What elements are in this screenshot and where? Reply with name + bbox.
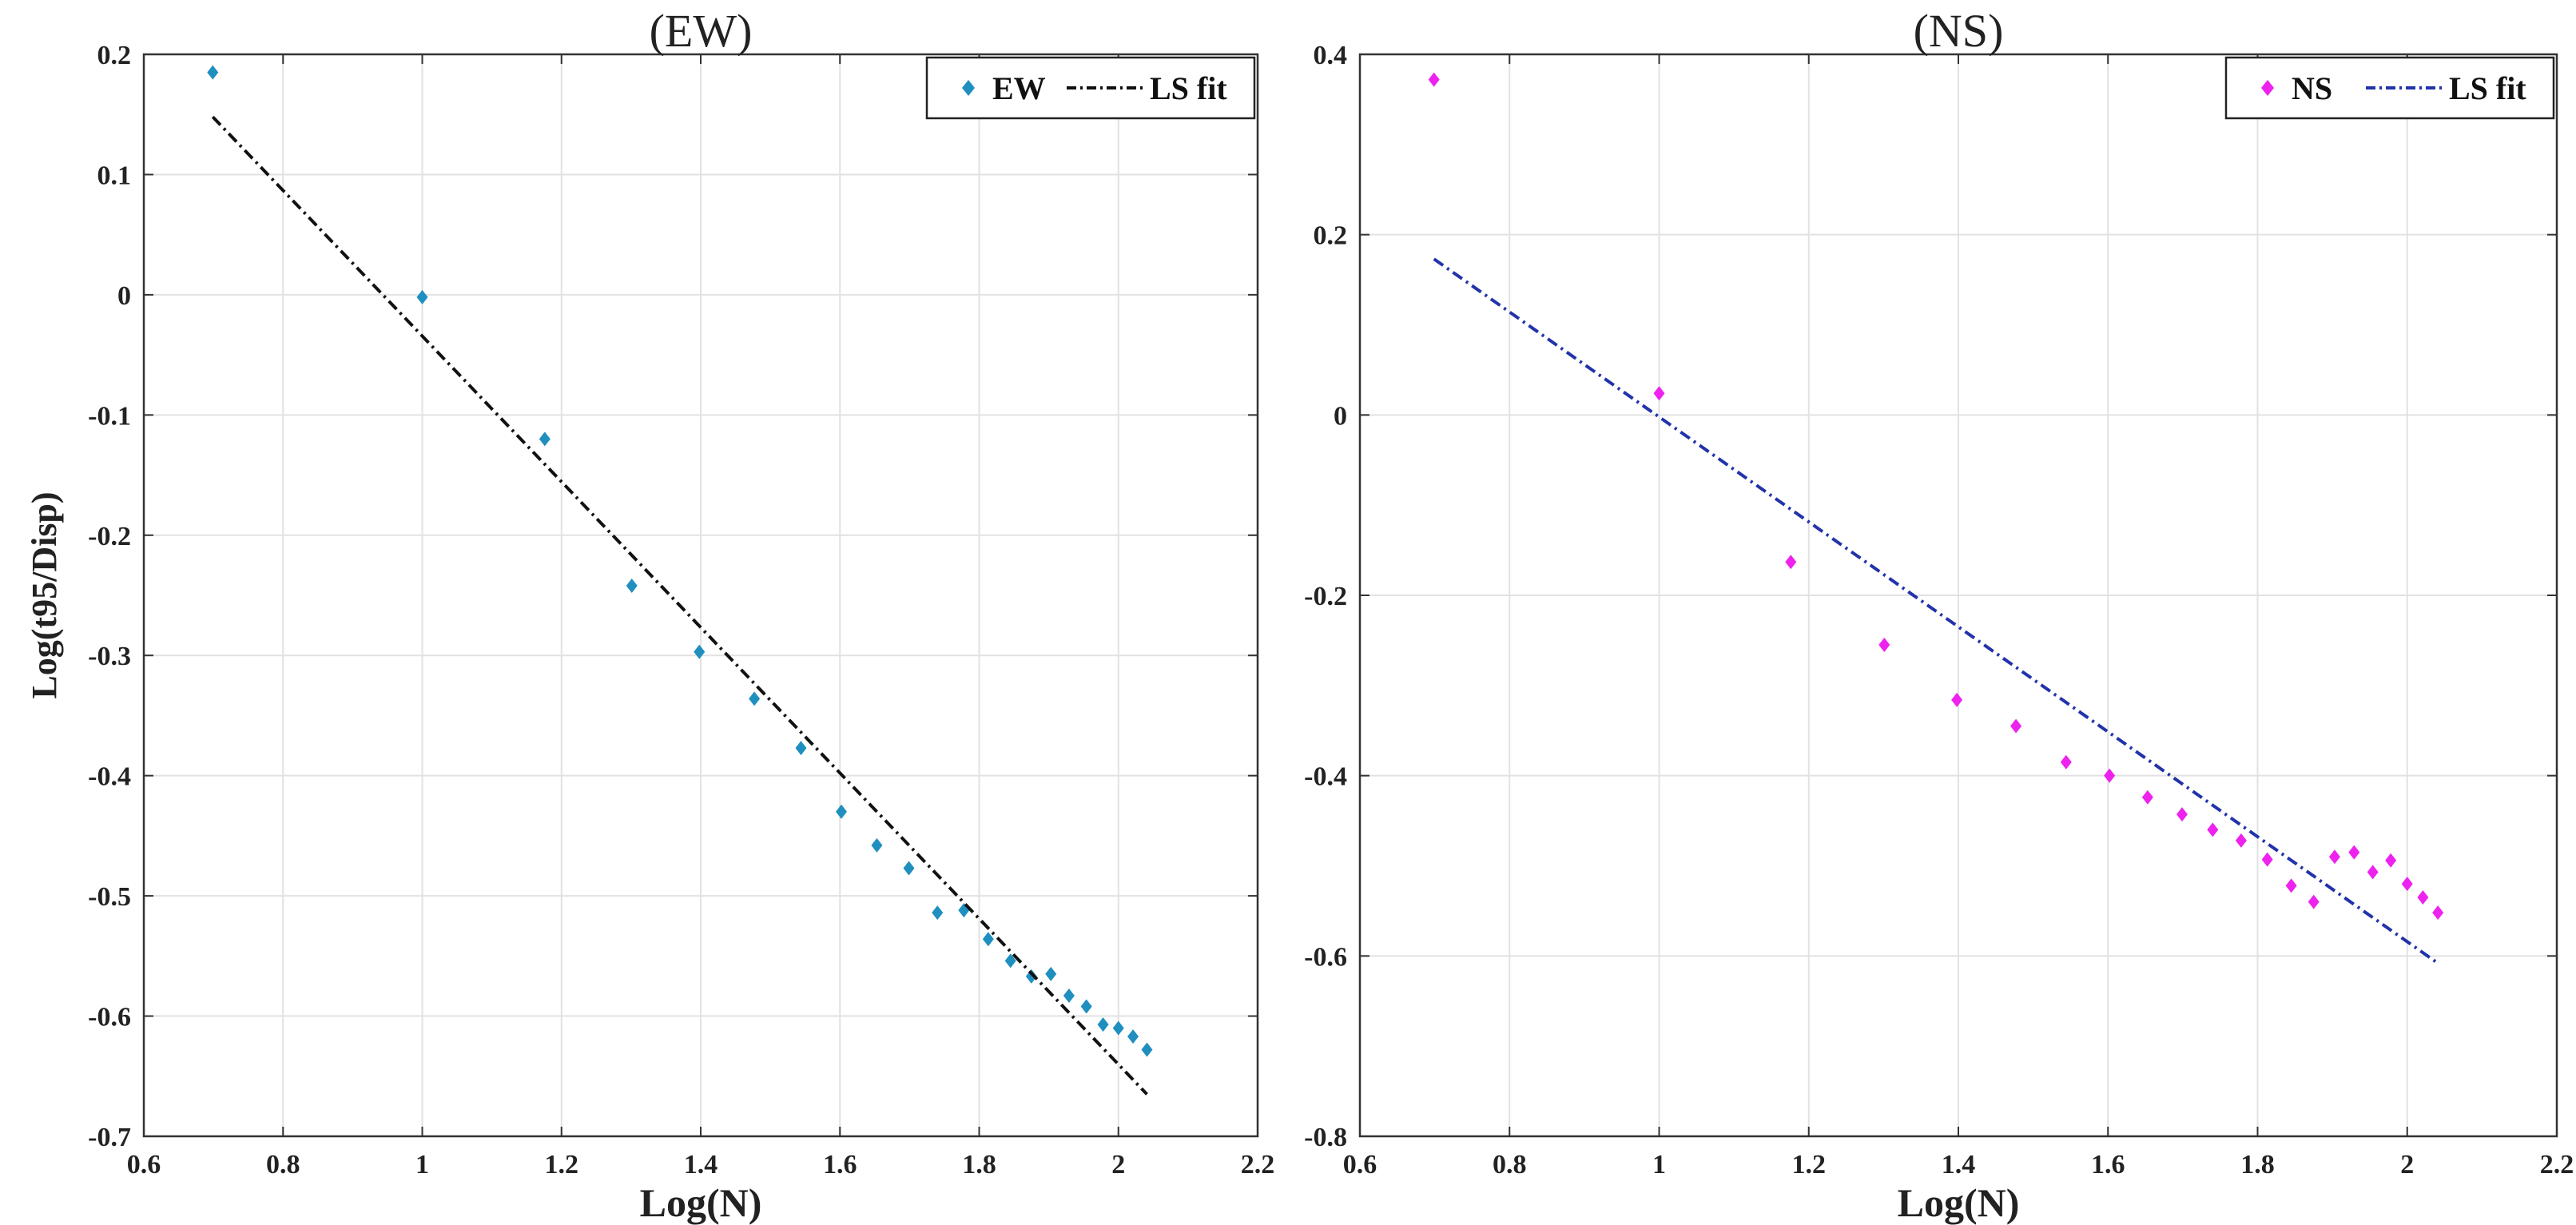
ew-legend: EW LS fit xyxy=(925,56,1256,120)
ew-x-tick-label: 0.8 xyxy=(266,1150,300,1179)
ew-data-point xyxy=(1097,1017,1109,1032)
ew-data-point xyxy=(749,691,761,706)
ew-data-point xyxy=(982,932,994,947)
ns-data-point xyxy=(2207,822,2219,837)
ew-y-axis-label: Log(t95/Disp) xyxy=(25,491,64,698)
ns-x-tick-label: 0.6 xyxy=(1343,1150,1377,1179)
ns-x-tick-label: 1.8 xyxy=(2240,1150,2275,1179)
ew-legend-marker xyxy=(962,80,975,96)
ns-data-point xyxy=(2367,865,2379,880)
ew-data-point xyxy=(1004,953,1016,968)
ns-x-tick-label: 2 xyxy=(2400,1150,2414,1179)
ew-panel: 0.6 0.8 1 1.2 1.4 1.6 1.8 2 2.2 -0.7 -0.6 -0.5 -0.4 -… xyxy=(25,5,1274,1225)
ns-data-point xyxy=(1428,72,1440,87)
ns-data-point xyxy=(2141,789,2153,805)
ns-legend: NS LS fit xyxy=(2224,56,2555,120)
ns-data-point xyxy=(2432,905,2444,921)
ew-data-point xyxy=(903,861,915,876)
ew-y-tick-label: -0.2 xyxy=(88,522,131,551)
ns-data-point xyxy=(1785,555,1797,570)
ew-y-tick-label: 0 xyxy=(117,281,131,311)
ns-data-point xyxy=(1653,386,1665,401)
ew-data-point xyxy=(1080,999,1092,1014)
ns-data-point xyxy=(2401,877,2413,892)
ew-x-tick-label: 0.6 xyxy=(127,1150,161,1179)
ns-y-tick-label: -0.6 xyxy=(1304,942,1347,972)
ns-chart-title: (NS) xyxy=(1914,5,2004,57)
ew-y-tick-label: 0.1 xyxy=(97,161,132,190)
ew-data-point xyxy=(416,289,428,304)
ns-x-tick-label: 2.2 xyxy=(2540,1150,2574,1179)
ew-data-point xyxy=(1112,1020,1124,1036)
ns-x-tick-label: 1.2 xyxy=(1792,1150,1827,1179)
ew-x-tick-label: 1 xyxy=(415,1150,429,1179)
ns-data-point xyxy=(2176,807,2188,822)
ns-data-point xyxy=(1951,692,1963,707)
ns-legend-label-data: NS xyxy=(2292,70,2332,106)
ew-legend-label-data: EW xyxy=(992,70,1046,106)
ns-legend-label-fit: LS fit xyxy=(2449,70,2526,106)
ew-data-point xyxy=(932,905,944,921)
ns-data-point xyxy=(2060,754,2072,770)
ns-y-tick-label: 0.2 xyxy=(1314,221,1348,251)
ns-x-tick-label: 0.8 xyxy=(1493,1150,1527,1179)
ns-legend-marker xyxy=(2261,80,2274,96)
ew-y-tick-label: -0.5 xyxy=(88,882,131,912)
ns-x-tick-label: 1.6 xyxy=(2091,1150,2125,1179)
ew-data-point xyxy=(1025,968,1037,984)
ew-legend-label-fit: LS fit xyxy=(1150,70,1227,106)
ew-data-point xyxy=(694,644,706,659)
ew-data-point xyxy=(1063,988,1075,1003)
ew-y-tick-label: -0.6 xyxy=(88,1003,131,1032)
ew-y-tick-label: -0.7 xyxy=(88,1123,131,1152)
ns-data-point xyxy=(2385,853,2397,868)
ew-data-point xyxy=(539,432,551,447)
ew-x-tick-label: 2 xyxy=(1111,1150,1125,1179)
ew-y-tick-label: -0.1 xyxy=(88,401,131,431)
ew-x-tick-label: 1.6 xyxy=(823,1150,857,1179)
ew-data-point xyxy=(1045,966,1057,981)
ew-data-point xyxy=(207,65,219,80)
ns-data-point xyxy=(2328,849,2340,865)
ns-x-tick-label: 1.4 xyxy=(1942,1150,1976,1179)
ew-x-axis-label: Log(N) xyxy=(640,1180,762,1225)
ew-data-point xyxy=(835,804,847,819)
ns-y-tick-label: -0.2 xyxy=(1304,582,1347,611)
ns-data-point xyxy=(1878,638,1890,653)
ns-data-point xyxy=(2285,878,2297,893)
ns-panel: 0.6 0.8 1 1.2 1.4 1.6 1.8 2 2.2 -0.8 -0.6 -0.4 -0.2 0… xyxy=(1304,5,2574,1225)
ew-ls-fit-line xyxy=(211,115,1148,1096)
ns-data-point xyxy=(2235,833,2247,848)
ns-data-point xyxy=(2417,889,2429,905)
ns-x-tick-label: 1 xyxy=(1652,1150,1666,1179)
ew-x-tick-label: 1.2 xyxy=(545,1150,579,1179)
ew-x-tick-label: 1.4 xyxy=(684,1150,718,1179)
ew-chart-title: (EW) xyxy=(650,5,753,57)
ew-y-tick-label: -0.4 xyxy=(88,762,131,792)
ew-x-tick-label: 2.2 xyxy=(1241,1150,1275,1179)
ns-y-tick-label: -0.8 xyxy=(1304,1123,1347,1152)
ew-data-point xyxy=(626,578,638,593)
ew-x-tick-label: 1.8 xyxy=(962,1150,996,1179)
ew-data-point xyxy=(1141,1042,1153,1057)
ns-ls-fit-line xyxy=(1433,257,2439,964)
ns-y-tick-label: 0.4 xyxy=(1314,41,1348,70)
ew-data-point xyxy=(795,741,807,756)
ew-data-point xyxy=(1127,1029,1139,1044)
ns-data-point xyxy=(2348,845,2360,860)
ns-y-tick-label: 0 xyxy=(1334,401,1347,431)
ns-data-point xyxy=(2261,852,2273,867)
ew-y-tick-label: 0.2 xyxy=(97,41,132,70)
ns-y-tick-label: -0.4 xyxy=(1304,762,1347,792)
ew-data-point xyxy=(871,837,883,853)
ns-data-point xyxy=(2308,894,2320,909)
ew-y-tick-label: -0.3 xyxy=(88,642,131,671)
ns-data-point xyxy=(2010,718,2022,734)
ns-x-axis-label: Log(N) xyxy=(1898,1180,2020,1225)
ns-data-point xyxy=(2104,768,2116,783)
